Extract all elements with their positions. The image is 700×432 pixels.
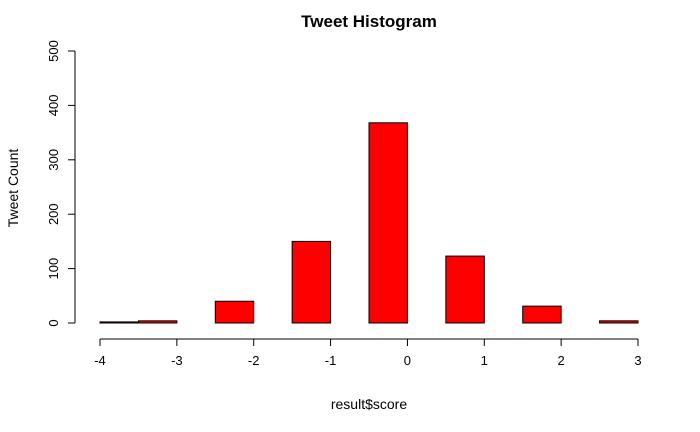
x-tick-label: -1 — [325, 353, 337, 368]
histogram-bar — [368, 122, 408, 324]
y-tick-label: 200 — [46, 203, 61, 225]
chart-title: Tweet Histogram — [301, 12, 437, 31]
y-axis-label: Tweet Count — [5, 149, 21, 228]
histogram-bar — [99, 321, 139, 324]
x-tick-label: 2 — [558, 353, 565, 368]
x-tick-label: -4 — [94, 353, 106, 368]
y-tick-label: 300 — [46, 149, 61, 171]
x-axis-label: result$score — [331, 396, 407, 412]
histogram-bar — [522, 305, 562, 324]
y-axis: 0 100 200 300 400 500 — [46, 40, 76, 327]
y-tick-label: 500 — [46, 40, 61, 62]
bars-group — [99, 122, 639, 324]
x-tick-label: 3 — [634, 353, 641, 368]
histogram-bar — [214, 300, 255, 324]
histogram-bar — [599, 320, 639, 324]
x-tick-label: -2 — [248, 353, 260, 368]
x-tick-label: 0 — [404, 353, 411, 368]
histogram-bar — [445, 255, 485, 324]
histogram-bar — [137, 320, 178, 324]
y-tick-label: 0 — [46, 319, 61, 326]
x-tick-label: 1 — [481, 353, 488, 368]
x-tick-label: -3 — [171, 353, 183, 368]
y-tick-label: 100 — [46, 258, 61, 280]
y-tick-label: 400 — [46, 95, 61, 117]
x-axis: -4 -3 -2 -1 0 1 2 3 — [94, 338, 642, 368]
histogram-bar — [291, 240, 332, 324]
